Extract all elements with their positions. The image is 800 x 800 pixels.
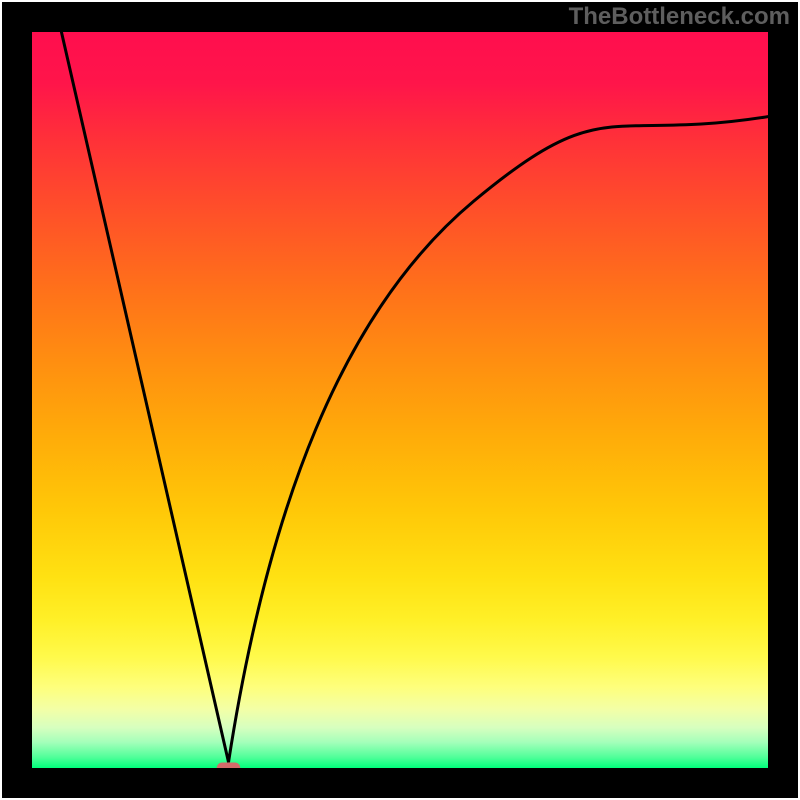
bottleneck-chart	[0, 0, 800, 800]
gradient-background	[32, 32, 768, 768]
watermark-label: TheBottleneck.com	[569, 3, 790, 31]
chart-container: TheBottleneck.com	[0, 0, 800, 800]
